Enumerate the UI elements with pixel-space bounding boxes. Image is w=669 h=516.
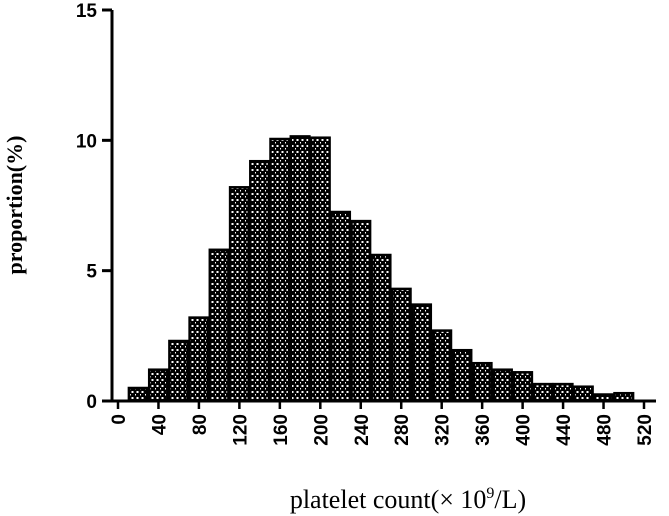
y-tick-label-10: 10 [76,131,97,152]
bar-460 [572,385,594,403]
x-tick-label-240: 240 [352,414,373,446]
bar-180 [289,135,311,403]
bar-320 [431,329,453,403]
bar-440 [552,382,574,403]
x-tick-label-280: 280 [392,414,413,446]
x-tick-label-120: 120 [230,414,251,446]
bar-340 [451,348,473,403]
bar-300 [410,303,433,403]
x-tick-label-80: 80 [190,414,211,435]
bar-160 [269,137,291,403]
y-axis-title: proportion(%) [2,136,27,275]
y-tick-label-0: 0 [86,392,97,413]
bar-400 [512,371,534,403]
y-tick-label-15: 15 [76,1,98,22]
x-tick-label-400: 400 [514,414,535,446]
bar-420 [532,382,554,403]
x-tick-label-480: 480 [595,414,616,446]
x-axis-title-superscript: 9 [486,485,494,502]
bar-80 [188,316,210,403]
x-tick-label-0: 0 [109,414,130,425]
bar-140 [249,159,271,403]
y-ticks: 0 5 10 15 [76,1,112,413]
x-ticks: 0 40 80 120 160 200 240 280 320 360 400 440 480 520 [109,401,656,446]
x-tick-label-520: 520 [635,414,656,446]
x-tick-label-160: 160 [271,414,292,446]
bar-20 [127,386,149,403]
bar-380 [491,368,513,403]
bar-100 [208,248,230,403]
bar-240 [350,219,372,403]
bar-280 [390,287,412,403]
x-tick-label-200: 200 [311,414,332,446]
bar-360 [471,361,493,403]
x-tick-label-40: 40 [149,414,170,435]
bar-220 [329,210,352,403]
bar-60 [168,339,190,403]
y-tick-label-5: 5 [86,262,97,283]
bar-260 [370,253,392,403]
x-axis-title: platelet count(× 109/L) [290,485,526,514]
x-tick-label-360: 360 [473,414,494,446]
x-tick-label-440: 440 [554,414,575,446]
bar-200 [309,136,331,403]
bar-40 [147,368,170,403]
bars [127,135,635,403]
x-axis-title-suffix: /L) [494,485,526,514]
x-axis-title-main: platelet count(× 10 [290,485,487,514]
bar-120 [228,186,250,403]
x-tick-label-320: 320 [433,414,454,446]
